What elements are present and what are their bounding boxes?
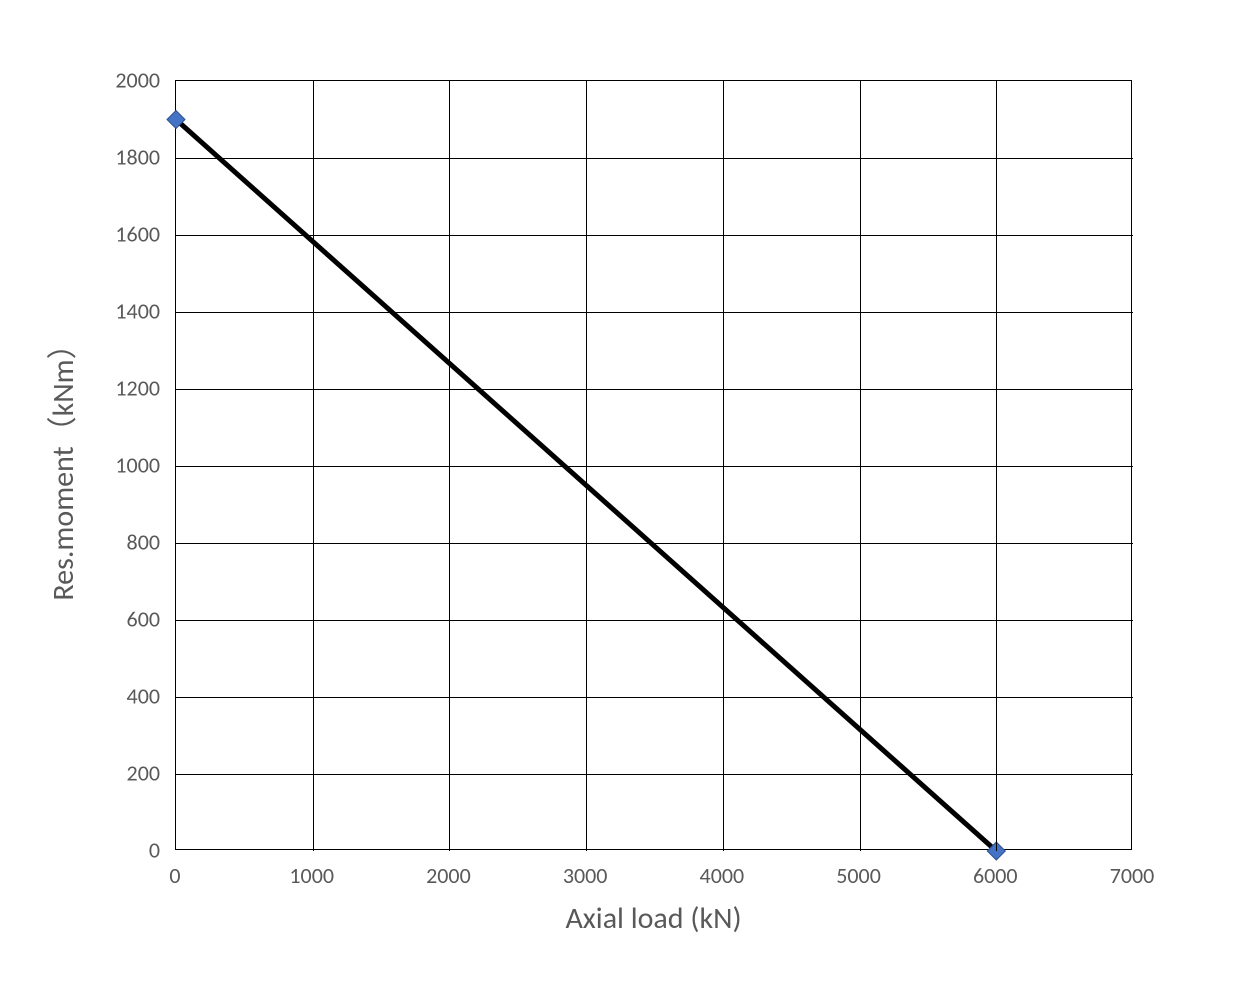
grid-line-horizontal <box>176 235 1133 236</box>
plot-area <box>175 80 1132 850</box>
x-axis-title: Axial load (kN) <box>565 900 741 937</box>
y-tick-label: 1200 <box>0 375 160 402</box>
x-tick-label: 1000 <box>289 862 334 889</box>
y-tick-label: 1400 <box>0 298 160 325</box>
grid-line-horizontal <box>176 158 1133 159</box>
y-tick-label: 0 <box>0 837 160 864</box>
y-tick-label: 600 <box>0 606 160 633</box>
grid-line-horizontal <box>176 312 1133 313</box>
x-tick-label: 4000 <box>700 862 745 889</box>
y-tick-label: 400 <box>0 683 160 710</box>
x-tick-label: 5000 <box>836 862 881 889</box>
grid-line-horizontal <box>176 774 1133 775</box>
y-tick-label: 1600 <box>0 221 160 248</box>
grid-line-horizontal <box>176 543 1133 544</box>
chart-stage: Axial load (kN) Res.moment（kNm） 01000200… <box>0 0 1260 990</box>
grid-line-horizontal <box>176 697 1133 698</box>
x-tick-label: 6000 <box>973 862 1018 889</box>
grid-line-horizontal <box>176 466 1133 467</box>
y-tick-label: 1000 <box>0 452 160 479</box>
x-tick-label: 7000 <box>1110 862 1155 889</box>
grid-line-horizontal <box>176 620 1133 621</box>
grid-line-horizontal <box>176 389 1133 390</box>
x-tick-label: 2000 <box>426 862 471 889</box>
y-tick-label: 200 <box>0 760 160 787</box>
y-tick-label: 2000 <box>0 67 160 94</box>
y-tick-label: 1800 <box>0 144 160 171</box>
x-tick-label: 3000 <box>563 862 608 889</box>
y-tick-label: 800 <box>0 529 160 556</box>
x-tick-label: 0 <box>169 862 180 889</box>
